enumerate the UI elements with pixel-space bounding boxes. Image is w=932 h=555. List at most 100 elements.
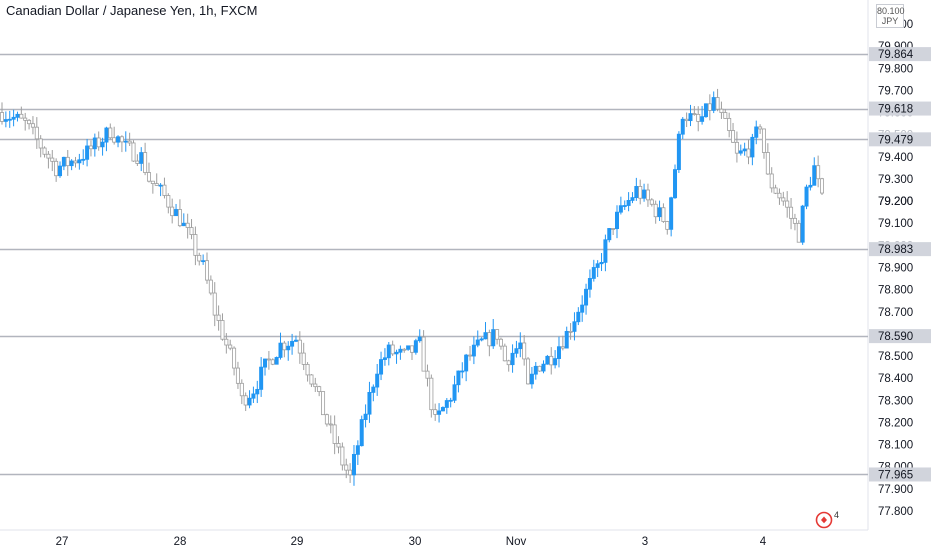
candle[interactable]	[785, 191, 790, 218]
candle[interactable]	[336, 436, 341, 454]
candle[interactable]	[375, 363, 380, 396]
candle[interactable]	[11, 109, 16, 127]
candle[interactable]	[119, 135, 124, 153]
candle[interactable]	[792, 213, 797, 231]
candle[interactable]	[506, 359, 511, 372]
candle[interactable]	[781, 191, 786, 206]
candle[interactable]	[143, 142, 148, 176]
candle[interactable]	[348, 463, 353, 483]
candle[interactable]	[139, 147, 144, 172]
candle[interactable]	[166, 193, 171, 214]
candle[interactable]	[197, 252, 202, 266]
candle[interactable]	[634, 177, 639, 201]
candle[interactable]	[560, 335, 565, 351]
candle[interactable]	[127, 132, 132, 147]
candle[interactable]	[251, 386, 256, 403]
candle[interactable]	[382, 348, 387, 366]
candle[interactable]	[545, 354, 550, 365]
candle[interactable]	[135, 154, 140, 166]
candle[interactable]	[765, 143, 770, 175]
candle[interactable]	[73, 156, 78, 168]
candle[interactable]	[220, 313, 225, 341]
candle[interactable]	[576, 307, 581, 326]
candle[interactable]	[653, 200, 658, 224]
candle[interactable]	[707, 94, 712, 121]
candle[interactable]	[297, 331, 302, 364]
candle[interactable]	[649, 198, 654, 207]
candle[interactable]	[170, 198, 175, 224]
candle[interactable]	[564, 326, 569, 349]
candle[interactable]	[518, 332, 523, 358]
candle[interactable]	[305, 362, 310, 382]
candle[interactable]	[630, 192, 635, 204]
candle[interactable]	[15, 111, 20, 122]
candle[interactable]	[483, 322, 488, 340]
candle[interactable]	[58, 161, 63, 178]
candle[interactable]	[769, 167, 774, 193]
candle[interactable]	[495, 329, 500, 345]
candle[interactable]	[417, 329, 422, 343]
candle[interactable]	[92, 133, 97, 157]
candle[interactable]	[471, 336, 476, 365]
candle[interactable]	[700, 105, 705, 125]
candle[interactable]	[270, 358, 275, 366]
candle[interactable]	[185, 213, 190, 239]
candle[interactable]	[468, 345, 473, 361]
candle[interactable]	[498, 337, 503, 350]
candle[interactable]	[232, 346, 237, 376]
candle[interactable]	[572, 312, 577, 341]
candle[interactable]	[549, 347, 554, 375]
candle[interactable]	[460, 362, 465, 379]
candle[interactable]	[228, 339, 233, 351]
candle[interactable]	[398, 345, 403, 360]
candle[interactable]	[553, 350, 558, 369]
candle[interactable]	[282, 340, 287, 358]
candle[interactable]	[77, 153, 82, 170]
candle[interactable]	[255, 380, 260, 404]
candle[interactable]	[715, 88, 720, 112]
candle[interactable]	[615, 205, 620, 239]
candle[interactable]	[332, 415, 337, 455]
candle[interactable]	[676, 131, 681, 173]
candle[interactable]	[413, 338, 418, 355]
candle[interactable]	[100, 137, 105, 156]
candle[interactable]	[406, 345, 411, 351]
candle[interactable]	[27, 118, 32, 130]
candle[interactable]	[642, 183, 647, 202]
candle[interactable]	[761, 128, 766, 159]
candle[interactable]	[216, 305, 221, 331]
candle[interactable]	[719, 101, 724, 119]
candle[interactable]	[440, 406, 445, 412]
candle[interactable]	[46, 150, 51, 169]
candle[interactable]	[379, 351, 384, 381]
candle[interactable]	[448, 397, 453, 408]
candle[interactable]	[61, 156, 66, 171]
candle[interactable]	[386, 342, 391, 366]
candle[interactable]	[212, 282, 217, 327]
candle[interactable]	[444, 398, 449, 414]
candle[interactable]	[0, 102, 4, 125]
candle[interactable]	[247, 390, 252, 409]
candle[interactable]	[680, 117, 685, 140]
candle[interactable]	[754, 120, 759, 145]
candle[interactable]	[158, 183, 163, 197]
currency-badge[interactable]: 80.100 JPY	[876, 4, 905, 28]
candle[interactable]	[711, 91, 716, 114]
candle[interactable]	[491, 318, 496, 349]
candle[interactable]	[328, 415, 333, 434]
candle[interactable]	[773, 184, 778, 195]
candle[interactable]	[796, 220, 801, 243]
candle[interactable]	[123, 131, 128, 152]
candle[interactable]	[529, 367, 534, 389]
candle[interactable]	[684, 112, 689, 128]
candle[interactable]	[750, 133, 755, 166]
candle[interactable]	[595, 260, 600, 278]
candle[interactable]	[355, 440, 360, 465]
candle[interactable]	[568, 323, 573, 340]
candle[interactable]	[618, 196, 623, 215]
candle[interactable]	[293, 335, 298, 343]
candle[interactable]	[789, 198, 794, 230]
candle[interactable]	[657, 200, 662, 222]
candle[interactable]	[363, 404, 368, 428]
